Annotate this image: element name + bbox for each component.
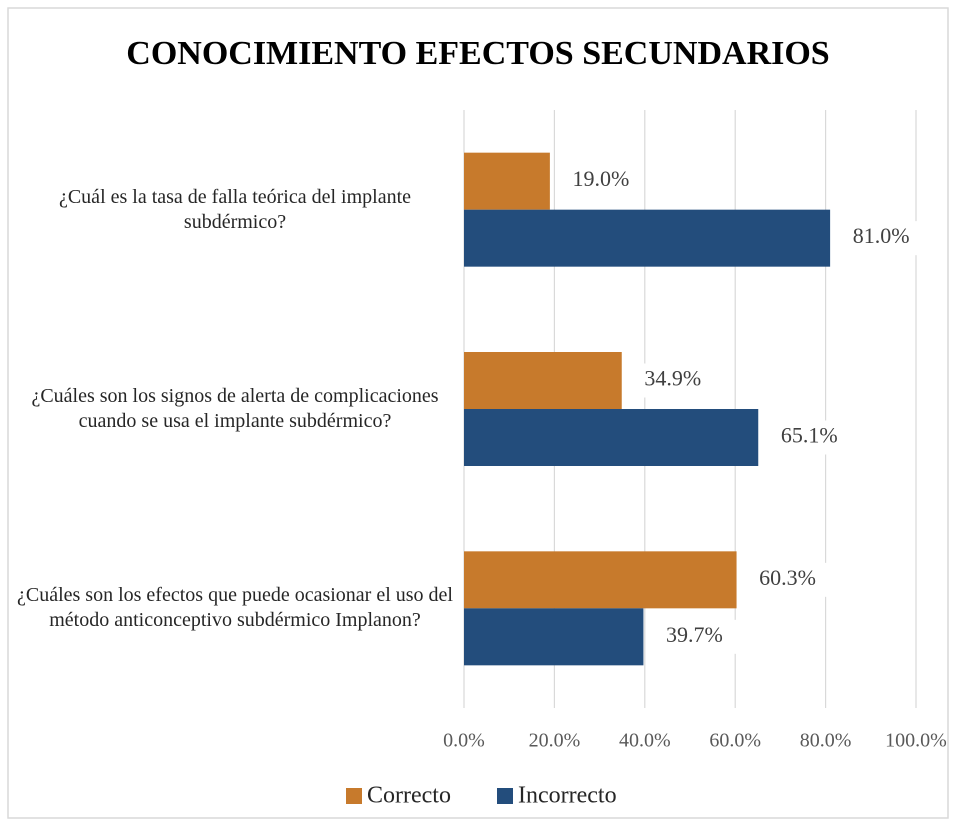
value-label-bg	[629, 363, 716, 398]
category-label: ¿Cuál es la tasa de falla teórica del im…	[58, 185, 412, 233]
bar	[464, 209, 831, 267]
value-label-bg	[651, 619, 738, 654]
legend-swatch	[497, 788, 513, 804]
category-label: ¿Cuáles son los signos de alerta de comp…	[31, 385, 439, 432]
bar	[464, 551, 737, 609]
value-label: 19.0%	[572, 166, 629, 191]
value-label-bg	[766, 420, 853, 455]
bar	[464, 409, 759, 466]
category-label: ¿Cuáles son los efectos que puede ocasio…	[17, 584, 453, 632]
x-tick-label: 20.0%	[529, 730, 581, 752]
bar	[464, 608, 644, 666]
x-tick-label: 80.0%	[800, 730, 852, 752]
bar	[464, 352, 622, 409]
x-tick-label: 60.0%	[709, 730, 761, 752]
legend-label: Correcto	[367, 783, 451, 809]
value-label: 39.7%	[666, 622, 723, 647]
bar	[464, 152, 550, 210]
value-label-bg	[744, 562, 831, 597]
value-label: 81.0%	[853, 223, 910, 248]
value-label-bg	[838, 221, 925, 256]
x-tick-label: 0.0%	[443, 730, 485, 752]
legend-label: Incorrecto	[518, 783, 617, 809]
value-label-bg	[557, 164, 644, 199]
chart-title: CONOCIMIENTO EFECTOS SECUNDARIOS	[126, 35, 829, 72]
value-label: 34.9%	[644, 366, 701, 391]
x-tick-label: 40.0%	[619, 730, 671, 752]
legend-swatch	[346, 788, 362, 804]
value-label: 60.3%	[759, 565, 816, 590]
value-label: 65.1%	[781, 423, 838, 448]
x-tick-label: 100.0%	[885, 730, 947, 752]
